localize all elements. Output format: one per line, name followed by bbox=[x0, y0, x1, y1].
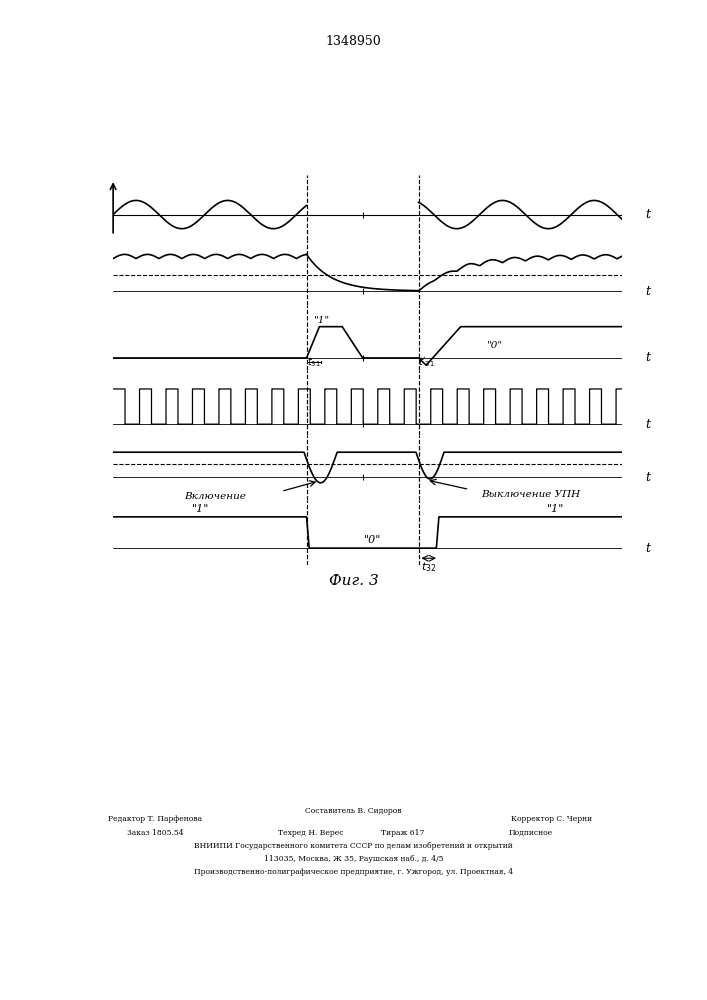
Text: Тираж 617: Тираж 617 bbox=[381, 829, 425, 837]
Text: Производственно-полиграфическое предприятие, г. Ужгород, ул. Проектная, 4: Производственно-полиграфическое предприя… bbox=[194, 868, 513, 876]
Text: "0": "0" bbox=[364, 535, 381, 545]
Text: Фиг. 3: Фиг. 3 bbox=[329, 574, 378, 588]
Text: Выключение УПН: Выключение УПН bbox=[481, 490, 580, 499]
Text: t: t bbox=[645, 208, 650, 221]
Text: $t'_{31}$: $t'_{31}$ bbox=[418, 356, 435, 369]
Text: ВНИИПИ Государственного комитета СССР по делам изобретений и открытий: ВНИИПИ Государственного комитета СССР по… bbox=[194, 842, 513, 850]
Text: $t_{32}$: $t_{32}$ bbox=[421, 561, 436, 574]
Text: Включение
УПН: Включение УПН bbox=[184, 492, 246, 512]
Text: t: t bbox=[645, 542, 650, 555]
Text: 113035, Москва, Ж 35, Раушская наб., д. 4/5: 113035, Москва, Ж 35, Раушская наб., д. … bbox=[264, 855, 443, 863]
Text: t: t bbox=[645, 418, 650, 431]
Text: t: t bbox=[645, 471, 650, 484]
Text: 1348950: 1348950 bbox=[326, 35, 381, 48]
Text: t: t bbox=[645, 285, 650, 298]
Text: Корректор С. Черни: Корректор С. Черни bbox=[511, 815, 592, 823]
Text: "1": "1" bbox=[547, 504, 565, 514]
Text: "1": "1" bbox=[314, 316, 330, 325]
Text: Заказ 1805.54: Заказ 1805.54 bbox=[127, 829, 184, 837]
Text: Подписное: Подписное bbox=[508, 829, 552, 837]
Text: "0": "0" bbox=[487, 341, 503, 350]
Text: $t_{31}$: $t_{31}$ bbox=[308, 356, 321, 369]
Text: "1": "1" bbox=[192, 504, 209, 514]
Text: Техред Н. Верес: Техред Н. Верес bbox=[279, 829, 344, 837]
Text: t: t bbox=[645, 351, 650, 364]
Text: Редактор Т. Парфенова: Редактор Т. Парфенова bbox=[108, 815, 203, 823]
Text: Составитель В. Сидоров: Составитель В. Сидоров bbox=[305, 807, 402, 815]
